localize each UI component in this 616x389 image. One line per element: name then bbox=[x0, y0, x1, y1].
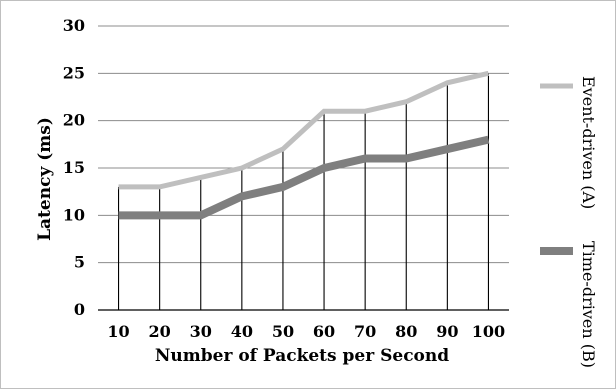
series-line-event-driven bbox=[118, 70, 490, 190]
y-tick-label: 0 bbox=[74, 300, 85, 319]
x-tick-label: 70 bbox=[354, 322, 376, 341]
x-tick-label: 20 bbox=[149, 322, 171, 341]
legend-label: Time-driven (B) bbox=[579, 241, 598, 368]
series-line-time-driven bbox=[118, 135, 490, 220]
x-tick-label: 10 bbox=[107, 322, 129, 341]
y-tick-label: 5 bbox=[74, 253, 85, 272]
y-tick-label: 15 bbox=[63, 158, 85, 177]
x-tick-label: 90 bbox=[436, 322, 458, 341]
y-tick-label: 20 bbox=[63, 111, 85, 130]
y-tick-label: 30 bbox=[63, 16, 85, 35]
series-lines bbox=[118, 70, 490, 220]
x-tick-label: 30 bbox=[190, 322, 212, 341]
x-tick-label: 60 bbox=[313, 322, 335, 341]
x-tick-label: 100 bbox=[472, 322, 505, 341]
x-axis-title: Number of Packets per Second bbox=[155, 346, 449, 366]
y-axis-title: Latency (ms) bbox=[35, 117, 55, 241]
legend-label: Event-driven (A) bbox=[579, 76, 598, 209]
x-tick-label: 80 bbox=[395, 322, 417, 341]
y-tick-label: 10 bbox=[63, 205, 85, 224]
drop-lines bbox=[118, 73, 490, 310]
y-tick-label: 25 bbox=[63, 63, 85, 82]
x-tick-label: 40 bbox=[231, 322, 253, 341]
x-tick-label: 50 bbox=[272, 322, 294, 341]
tick-labels: 0 5 10 15 20 25 30 10 20 30 40 50 60 70 80 90 100 bbox=[63, 16, 505, 341]
legend: Event-driven (A) Time-driven (B) bbox=[540, 76, 598, 368]
